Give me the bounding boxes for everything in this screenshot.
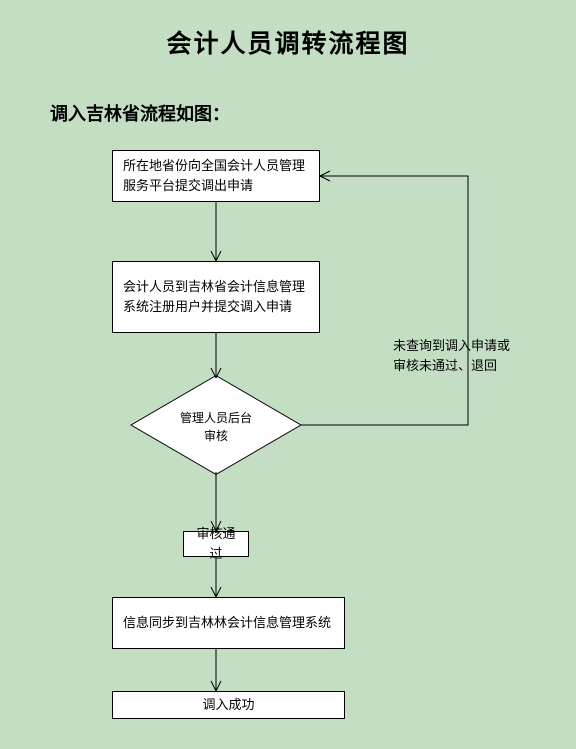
feedback-line1: 未查询到调入申请或	[393, 338, 510, 353]
page-title: 会计人员调转流程图	[0, 24, 576, 60]
process-box-success: 调入成功	[112, 691, 345, 719]
process-box-sync-info: 信息同步到吉林林会计信息管理系统	[112, 597, 345, 649]
flowchart-canvas: 会计人员调转流程图 调入吉林省流程如图： 所在地省份向全国会计人员管理服务平台提…	[0, 0, 576, 749]
arrowhead-e5	[216, 681, 221, 691]
arrowhead-loop	[320, 176, 330, 181]
process-box-submit-outgoing: 所在地省份向全国会计人员管理服务平台提交调出申请	[112, 150, 320, 202]
edge-loop	[300, 176, 468, 425]
arrowhead-loop	[320, 171, 330, 176]
arrowhead-e5	[211, 681, 216, 691]
page-subtitle: 调入吉林省流程如图：	[50, 100, 230, 126]
arrowhead-e4	[211, 587, 216, 597]
decision-admin-review	[130, 375, 302, 475]
process-box-register-incoming: 会计人员到吉林省会计信息管理系统注册用户并提交调入申请	[112, 261, 320, 333]
arrowhead-e1	[211, 251, 216, 261]
feedback-line2: 审核未通过、退回	[393, 358, 497, 373]
feedback-label-rejected: 未查询到调入申请或 审核未通过、退回	[393, 336, 510, 376]
arrowhead-e1	[216, 251, 221, 261]
process-box-approved: 审核通过	[183, 531, 249, 557]
arrowhead-e4	[216, 587, 221, 597]
